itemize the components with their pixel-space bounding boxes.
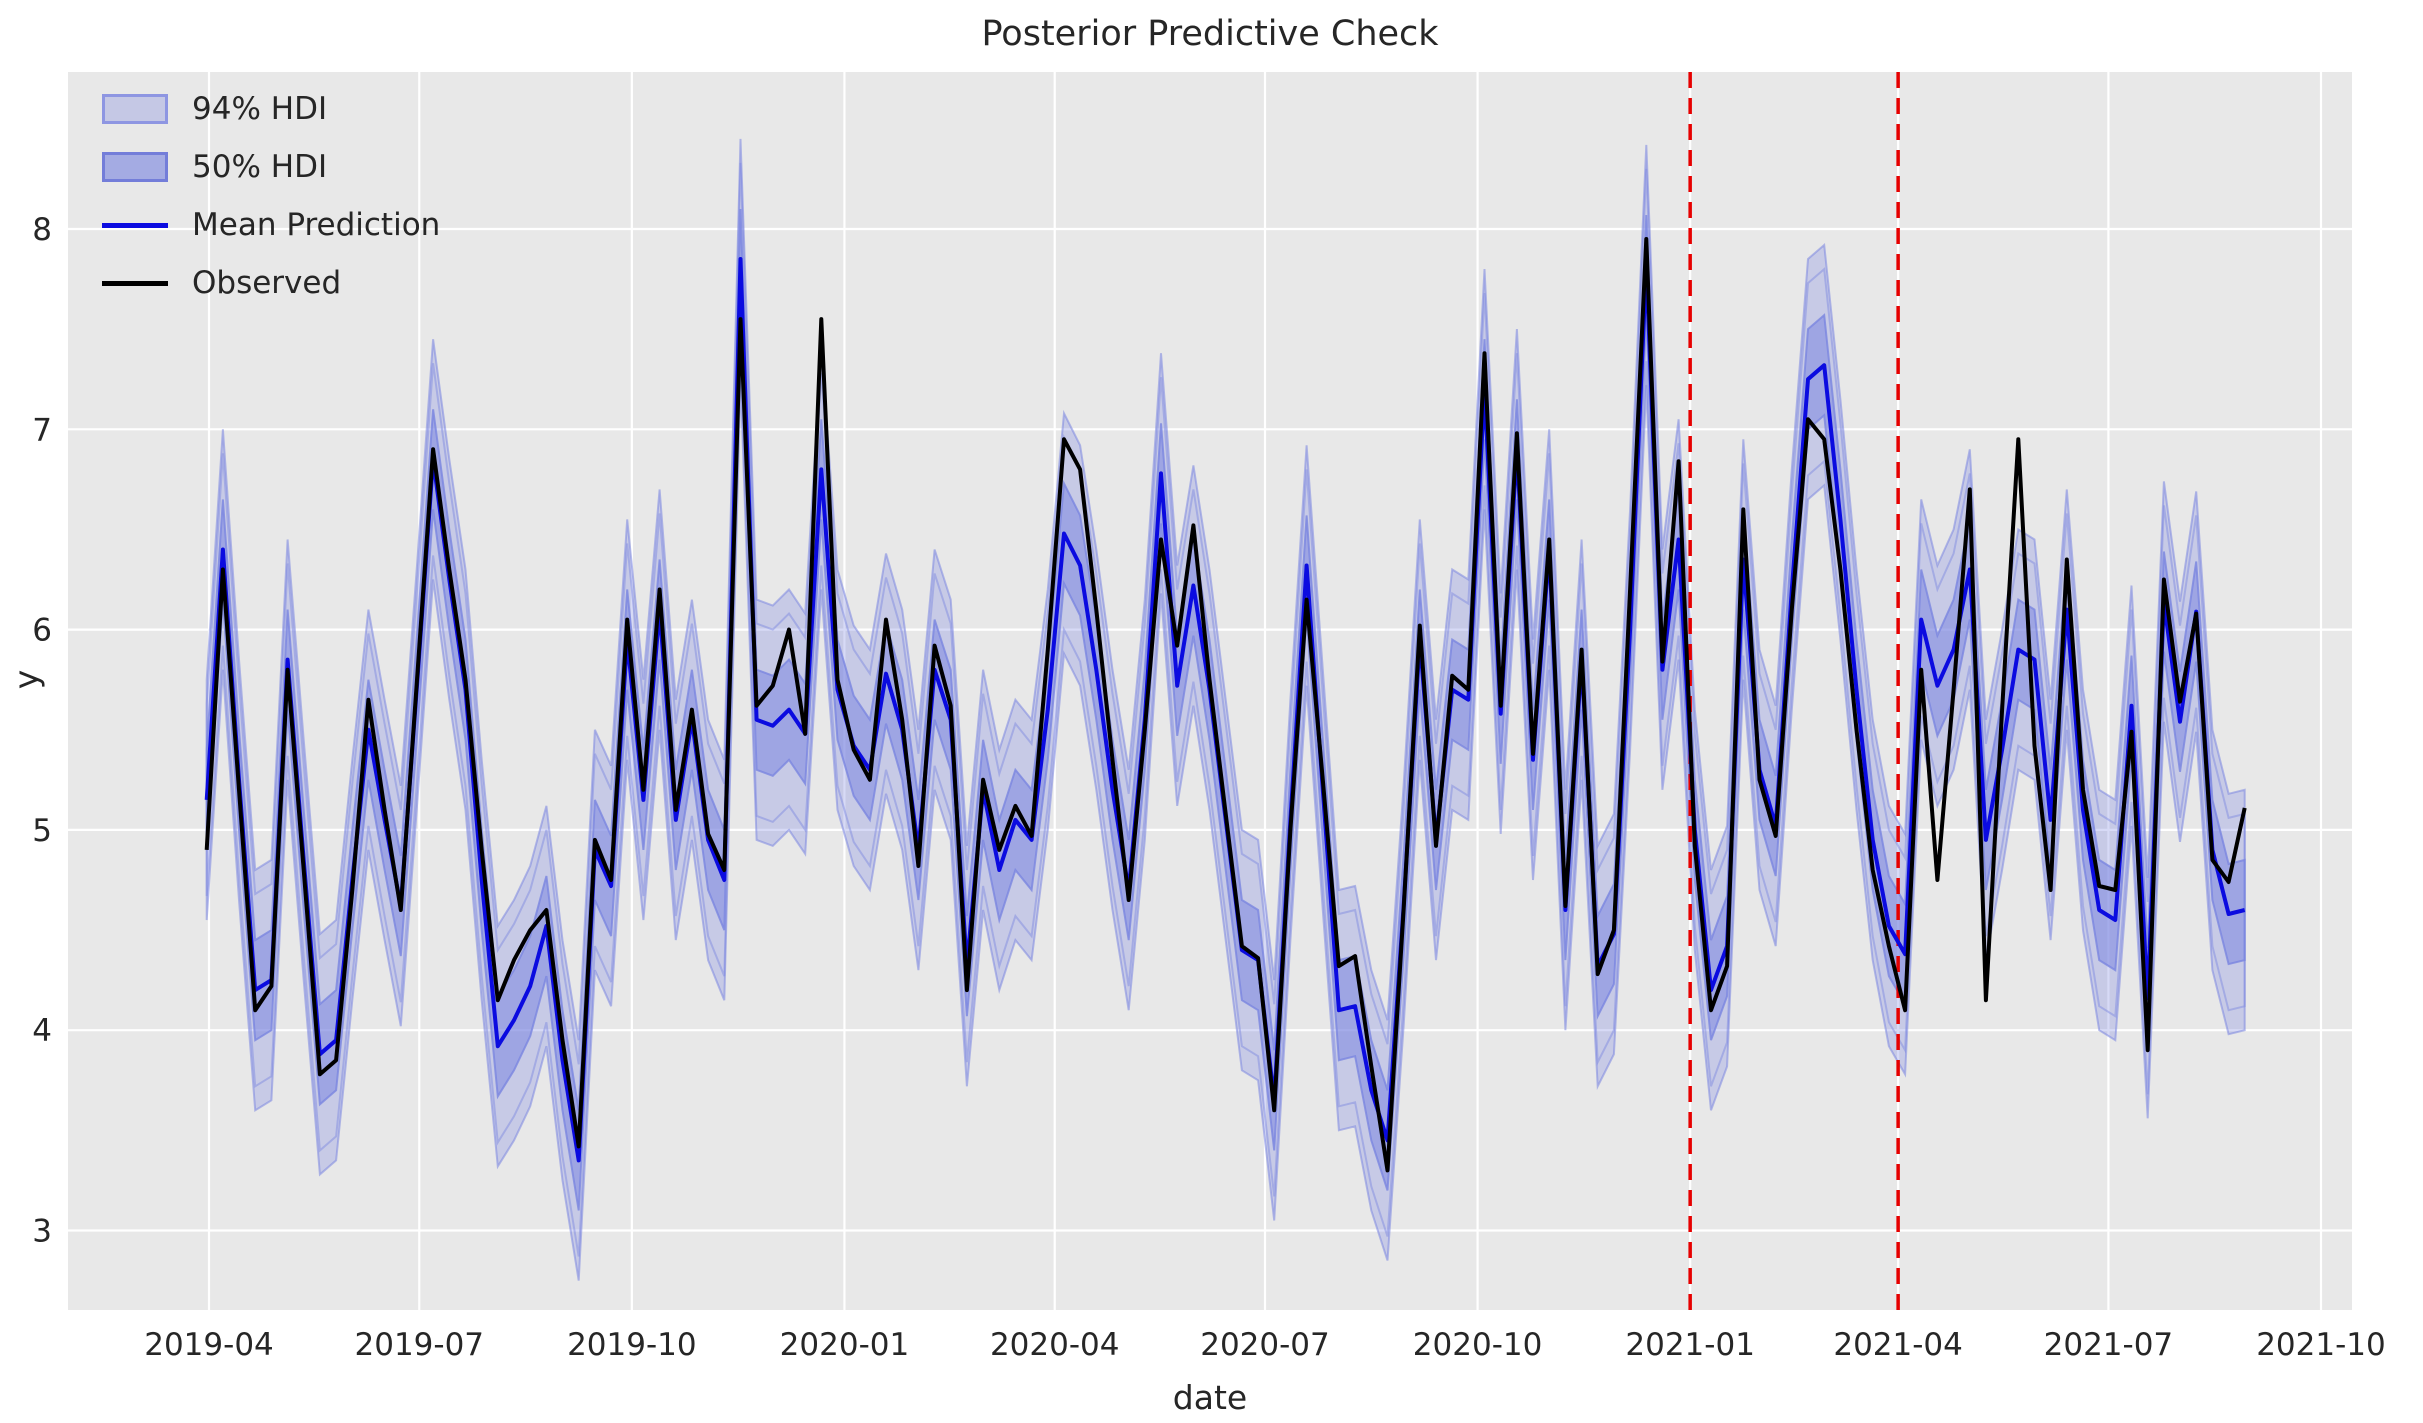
hdi94-band	[205, 138, 2246, 1281]
hdi94-band-swatch-icon	[102, 94, 168, 124]
legend-label: Mean Prediction	[192, 206, 441, 243]
x-axis-label: date	[1172, 1378, 1248, 1417]
legend-label: 94% HDI	[192, 90, 328, 127]
x-tick-label: 2019-07	[355, 1327, 485, 1363]
legend-label: Observed	[192, 264, 342, 301]
x-tick-label: 2021-10	[2256, 1327, 2386, 1363]
y-tick-label: 3	[32, 1214, 52, 1250]
mean-line-swatch-icon	[102, 222, 168, 228]
x-tick-label: 2019-04	[144, 1327, 274, 1363]
legend-item-50-hdi: 50% HDI	[102, 146, 440, 188]
y-tick-label: 5	[32, 813, 52, 849]
y-tick-label: 4	[32, 1013, 52, 1049]
hdi50-band-swatch-icon	[102, 152, 168, 182]
legend-item-observed: Observed	[102, 262, 440, 304]
x-tick-label: 2020-04	[990, 1327, 1120, 1363]
legend-item-mean-prediction: Mean Prediction	[102, 204, 440, 246]
hdi94-band-inner-edge	[205, 162, 2246, 1257]
x-tick-label: 2021-04	[1833, 1327, 1963, 1363]
x-tick-label: 2020-10	[1413, 1327, 1543, 1363]
y-tick-label: 7	[32, 412, 52, 448]
x-tick-label: 2021-07	[2044, 1327, 2174, 1363]
x-tick-label: 2021-01	[1625, 1327, 1755, 1363]
x-tick-label: 2019-10	[567, 1327, 697, 1363]
legend-label: 50% HDI	[192, 148, 328, 185]
x-tick-label: 2020-01	[780, 1327, 910, 1363]
observed-line-swatch-icon	[102, 280, 168, 286]
y-tick-label: 8	[32, 212, 52, 248]
x-tick-label: 2020-07	[1200, 1327, 1330, 1363]
y-axis-label: y	[6, 669, 46, 690]
observed-line	[204, 237, 2247, 1173]
page-title: Posterior Predictive Check	[981, 14, 1439, 54]
y-tick-label: 6	[32, 613, 52, 649]
legend: 94% HDI 50% HDI Mean Prediction Observed	[102, 88, 440, 304]
legend-item-94-hdi: 94% HDI	[102, 88, 440, 130]
